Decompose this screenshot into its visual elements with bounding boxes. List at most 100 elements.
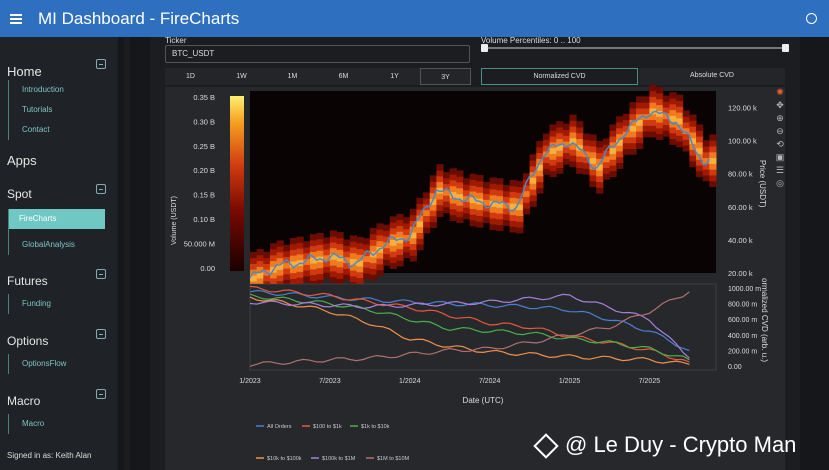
heatmap-cell	[509, 203, 517, 210]
heatmap-cell	[409, 220, 417, 227]
heatmap-cell	[696, 159, 704, 166]
heatmap-cell	[403, 246, 411, 253]
collapse-macro-icon[interactable]	[96, 389, 106, 399]
heatmap-cell	[642, 131, 650, 138]
zoom-in-icon[interactable]: ⊕	[776, 113, 784, 123]
heatmap-cell	[596, 187, 604, 194]
heatmap-cell	[436, 210, 444, 217]
heatmap-cell	[489, 206, 497, 213]
ticker-input[interactable]: BTC_USDT	[165, 45, 470, 63]
heatmap-cell	[576, 167, 584, 174]
period-3y-button[interactable]: 3Y	[420, 68, 471, 85]
heatmap-cell	[602, 138, 610, 145]
heatmap-cell	[303, 258, 311, 265]
compare-icon[interactable]: ☰	[775, 165, 785, 175]
price-tick-label: 40.00 k	[728, 236, 753, 245]
normalized-cvd-button[interactable]: Normalized CVD	[481, 68, 638, 85]
sidebar-item-funding[interactable]: Funding	[22, 299, 51, 308]
sidebar-item-macro[interactable]: Macro	[22, 419, 45, 428]
period-1y-button[interactable]: 1Y	[369, 68, 420, 85]
heatmap-cell	[556, 161, 564, 169]
heatmap-cell	[469, 185, 477, 192]
period-1w-button[interactable]: 1W	[216, 68, 267, 85]
cvd-tick-label: 1000.00 m	[728, 286, 761, 293]
heatmap-cell	[376, 229, 384, 236]
volume-percentiles-slider[interactable]	[482, 47, 786, 49]
heatmap-cell	[509, 191, 517, 198]
heatmap-cell	[616, 116, 624, 123]
heatmap-cell	[276, 257, 284, 264]
heatmap-cell	[449, 174, 457, 181]
heatmap-cell	[642, 107, 650, 115]
heatmap-cell	[329, 241, 338, 249]
sidebar-item-optionsflow[interactable]: OptionsFlow	[22, 359, 67, 368]
heatmap-cell	[696, 124, 704, 131]
heatmap-cell	[283, 250, 291, 257]
heatmap-cell	[289, 278, 298, 285]
heatmap-cell	[436, 175, 444, 183]
heatmap-cell	[562, 146, 571, 154]
heatmap-cell	[689, 120, 697, 127]
date-tick-label: 1/2023	[239, 378, 261, 385]
heatmap-cell	[576, 138, 584, 145]
heatmap-cell	[616, 127, 624, 135]
heatmap-cell	[309, 280, 318, 287]
period-1d-button[interactable]: 1D	[165, 68, 216, 85]
heatmap-cell	[649, 102, 657, 109]
period-1m-button[interactable]: 1M	[267, 68, 318, 85]
cvd-y-ticks: 1000.00 m 800.00 m 600.00 m 400.00 m 200.00 …	[728, 286, 761, 371]
sidebar-section-macro: Macro	[7, 394, 41, 408]
plotly-logo-icon[interactable]: ✺	[776, 87, 784, 97]
heatmap-cell	[589, 180, 597, 188]
heatmap-cell	[616, 133, 624, 140]
heatmap-cell	[363, 249, 371, 257]
heatmap-cell	[369, 268, 377, 275]
date-tick-label: 7/2024	[479, 378, 501, 385]
save-icon[interactable]: ▣	[775, 152, 785, 162]
signed-in-label: Signed in as: Keith Alan	[7, 451, 92, 460]
heatmap-cell	[529, 200, 537, 207]
heatmap-cell	[316, 273, 324, 280]
heatmap-cell	[496, 213, 504, 220]
heatmap-cell	[629, 125, 637, 132]
collapse-home-icon[interactable]	[96, 59, 106, 69]
sidebar-item-introduction[interactable]: Introduction	[22, 85, 64, 94]
heatmap-cell	[609, 170, 617, 178]
sidebar-item-globalanalysis[interactable]: GlobalAnalysis	[22, 240, 75, 249]
menu-icon[interactable]	[10, 13, 22, 24]
spike-lines-icon[interactable]: ◎	[776, 178, 784, 188]
collapse-spot-icon[interactable]	[96, 184, 106, 194]
heatmap-cell	[542, 139, 551, 146]
heatmap-cell	[596, 152, 604, 159]
sidebar-item-firecharts[interactable]: FireCharts	[9, 209, 105, 229]
sidebar-item-tutorials[interactable]: Tutorials	[22, 105, 53, 114]
heatmap-cell	[336, 278, 344, 285]
heatmap-cell	[496, 224, 504, 231]
collapse-futures-icon[interactable]	[96, 269, 106, 279]
period-6m-button[interactable]: 6M	[318, 68, 369, 85]
slider-min-handle[interactable]	[481, 44, 488, 52]
heatmap-cell	[363, 273, 371, 280]
heatmap-cell	[669, 126, 677, 134]
collapse-options-icon[interactable]	[96, 329, 106, 339]
heatmap-cell	[336, 272, 344, 279]
sidebar-item-contact[interactable]: Contact	[22, 125, 50, 134]
status-circle-icon[interactable]	[806, 13, 817, 24]
colorbar-tick-label: 0.00	[200, 264, 215, 273]
watermark-logo-icon	[533, 433, 559, 459]
zoom-out-icon[interactable]: ⊖	[776, 126, 784, 136]
heatmap-cell	[602, 150, 610, 157]
volume-axis-label: Volume (USDT)	[171, 196, 178, 245]
absolute-cvd-button[interactable]: Absolute CVD	[639, 68, 785, 85]
heatmap-cell	[396, 213, 404, 221]
heatmap-cell	[283, 273, 291, 281]
heatmap-cell	[329, 247, 338, 255]
slider-max-handle[interactable]	[782, 44, 789, 52]
pan-icon[interactable]: ✥	[776, 100, 784, 110]
heatmap-cell	[443, 201, 451, 208]
heatmap-cell	[396, 248, 404, 255]
heatmap-cell	[436, 181, 444, 188]
autoscale-icon[interactable]: ⟲	[776, 139, 784, 149]
heatmap-cell	[436, 193, 444, 200]
heatmap-cell	[709, 146, 717, 153]
